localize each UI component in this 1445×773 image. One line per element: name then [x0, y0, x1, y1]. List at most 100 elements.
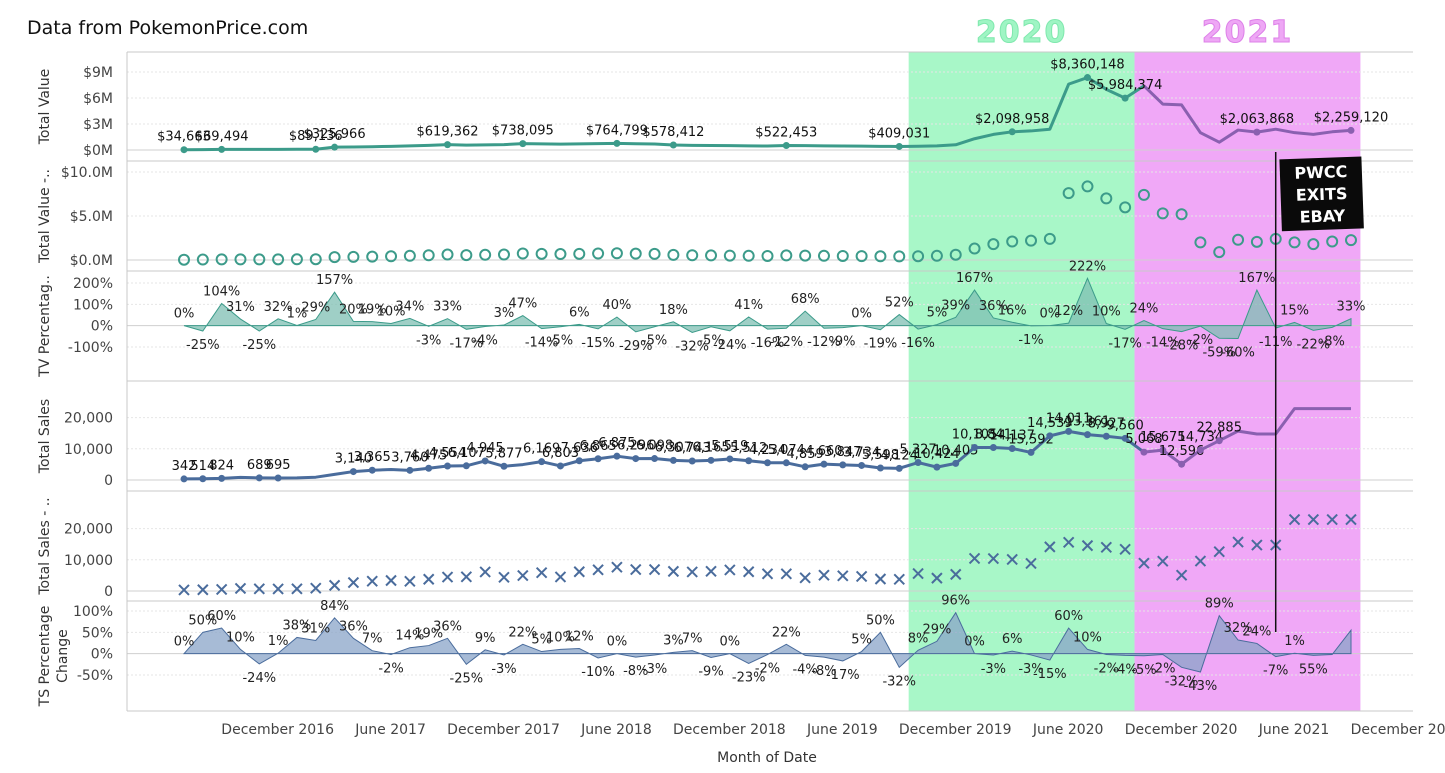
data-label: -22%	[1297, 337, 1331, 352]
data-point	[632, 455, 640, 463]
y-tick-label: 10,000	[64, 553, 113, 569]
data-label: -4%	[1112, 662, 1137, 677]
x-mark-stroke	[987, 552, 1000, 565]
data-label: 31%	[301, 621, 330, 636]
panel-title: Total Sales	[37, 399, 53, 474]
x-mark-stroke	[1194, 555, 1207, 567]
data-label: 6,875	[598, 436, 635, 451]
sales-x-mark	[517, 569, 529, 582]
value-circle	[516, 247, 529, 260]
value-circle	[385, 250, 398, 263]
data-label: 47%	[508, 297, 537, 312]
data-label: 38%	[282, 618, 311, 633]
data-label: 514	[190, 459, 215, 474]
sales-x-mark	[611, 561, 623, 573]
data-label: 222%	[1069, 259, 1106, 274]
data-label: -17%	[1108, 336, 1142, 351]
data-point	[500, 462, 508, 470]
data-point	[444, 462, 452, 470]
x-mark-stroke	[874, 573, 887, 585]
sales-x-mark	[479, 566, 491, 578]
data-label: 4,945	[467, 441, 504, 456]
data-point	[406, 466, 414, 474]
annotation-text: EXITS	[1296, 184, 1348, 205]
data-label: 12,596	[1159, 444, 1205, 459]
data-label: $69,494	[195, 129, 249, 144]
data-point	[312, 145, 320, 153]
data-label: 6,803	[542, 446, 579, 461]
data-label: 10%	[377, 305, 406, 320]
value-circle	[573, 247, 586, 260]
data-label: 0%	[607, 635, 628, 650]
data-label: -29%	[619, 339, 653, 354]
panel-title: Total Value -..	[37, 169, 53, 264]
sales-x-mark	[215, 583, 228, 596]
data-label: -3%	[491, 662, 516, 677]
value-circle	[610, 247, 623, 260]
value-circle	[705, 249, 718, 262]
data-label: 14,539	[1027, 416, 1073, 431]
x-mark-stroke	[705, 565, 717, 578]
x-mark-stroke	[291, 583, 303, 595]
y-tick-label: $6M	[83, 91, 113, 107]
x-mark-stroke	[215, 583, 228, 596]
data-label: 60%	[207, 609, 236, 624]
x-mark-stroke	[686, 566, 698, 578]
x-mark-stroke	[253, 583, 265, 595]
data-label: -25%	[186, 338, 220, 353]
x-mark-stroke	[592, 564, 604, 576]
data-label: 50%	[866, 613, 895, 628]
value-circle	[215, 253, 228, 266]
data-label: 29%	[922, 622, 951, 637]
data-point	[914, 459, 922, 467]
data-label: 50%	[188, 613, 217, 628]
data-label: 39%	[941, 298, 970, 313]
data-point	[218, 474, 226, 482]
x-mark-stroke	[1138, 557, 1150, 569]
data-label: 3,760	[391, 450, 428, 465]
x-mark-stroke	[328, 579, 341, 592]
data-label: 0%	[964, 635, 985, 650]
data-label: $34,663	[157, 130, 211, 145]
sales-x-mark	[1194, 555, 1207, 567]
value-circle	[667, 248, 680, 261]
x-mark-stroke	[761, 568, 774, 580]
data-label: -8%	[623, 664, 648, 679]
data-label: -5%	[1131, 663, 1156, 678]
value-circle	[290, 253, 303, 266]
sales-x-mark	[686, 566, 698, 578]
data-label: $89,136	[289, 129, 343, 144]
sales-x-mark	[1213, 545, 1225, 558]
sales-x-mark	[422, 573, 435, 585]
x-tick-label: June 2020	[1032, 722, 1104, 738]
series-line-2021	[1143, 407, 1351, 466]
data-label: -60%	[1221, 345, 1255, 360]
sales-x-mark	[893, 573, 905, 586]
value-circle	[799, 249, 812, 262]
data-label: -24%	[242, 671, 276, 686]
x-mark-stroke	[1119, 543, 1131, 556]
data-label: 60%	[1054, 609, 1083, 624]
data-point	[895, 464, 903, 472]
data-point	[1102, 432, 1110, 440]
data-label: 695	[266, 458, 291, 473]
x-mark-stroke	[1025, 557, 1037, 570]
sales-x-mark	[912, 567, 924, 580]
data-label: 89%	[1205, 597, 1234, 612]
data-label: 8%	[908, 631, 929, 646]
data-point	[613, 139, 621, 147]
data-point	[971, 443, 979, 451]
data-label: 34%	[395, 299, 424, 314]
value-circle	[178, 253, 190, 266]
data-label: 10%	[1092, 305, 1121, 320]
area-series	[182, 611, 1352, 673]
data-label: 3%	[663, 633, 684, 648]
data-label: -2%	[1188, 333, 1213, 348]
data-label: 0%	[720, 635, 741, 650]
data-label: 15%	[1280, 303, 1309, 318]
sales-x-mark	[347, 576, 360, 589]
sales-x-mark	[799, 572, 811, 584]
sales-x-mark	[742, 566, 755, 578]
data-point	[876, 464, 884, 472]
value-circle	[1062, 187, 1075, 200]
